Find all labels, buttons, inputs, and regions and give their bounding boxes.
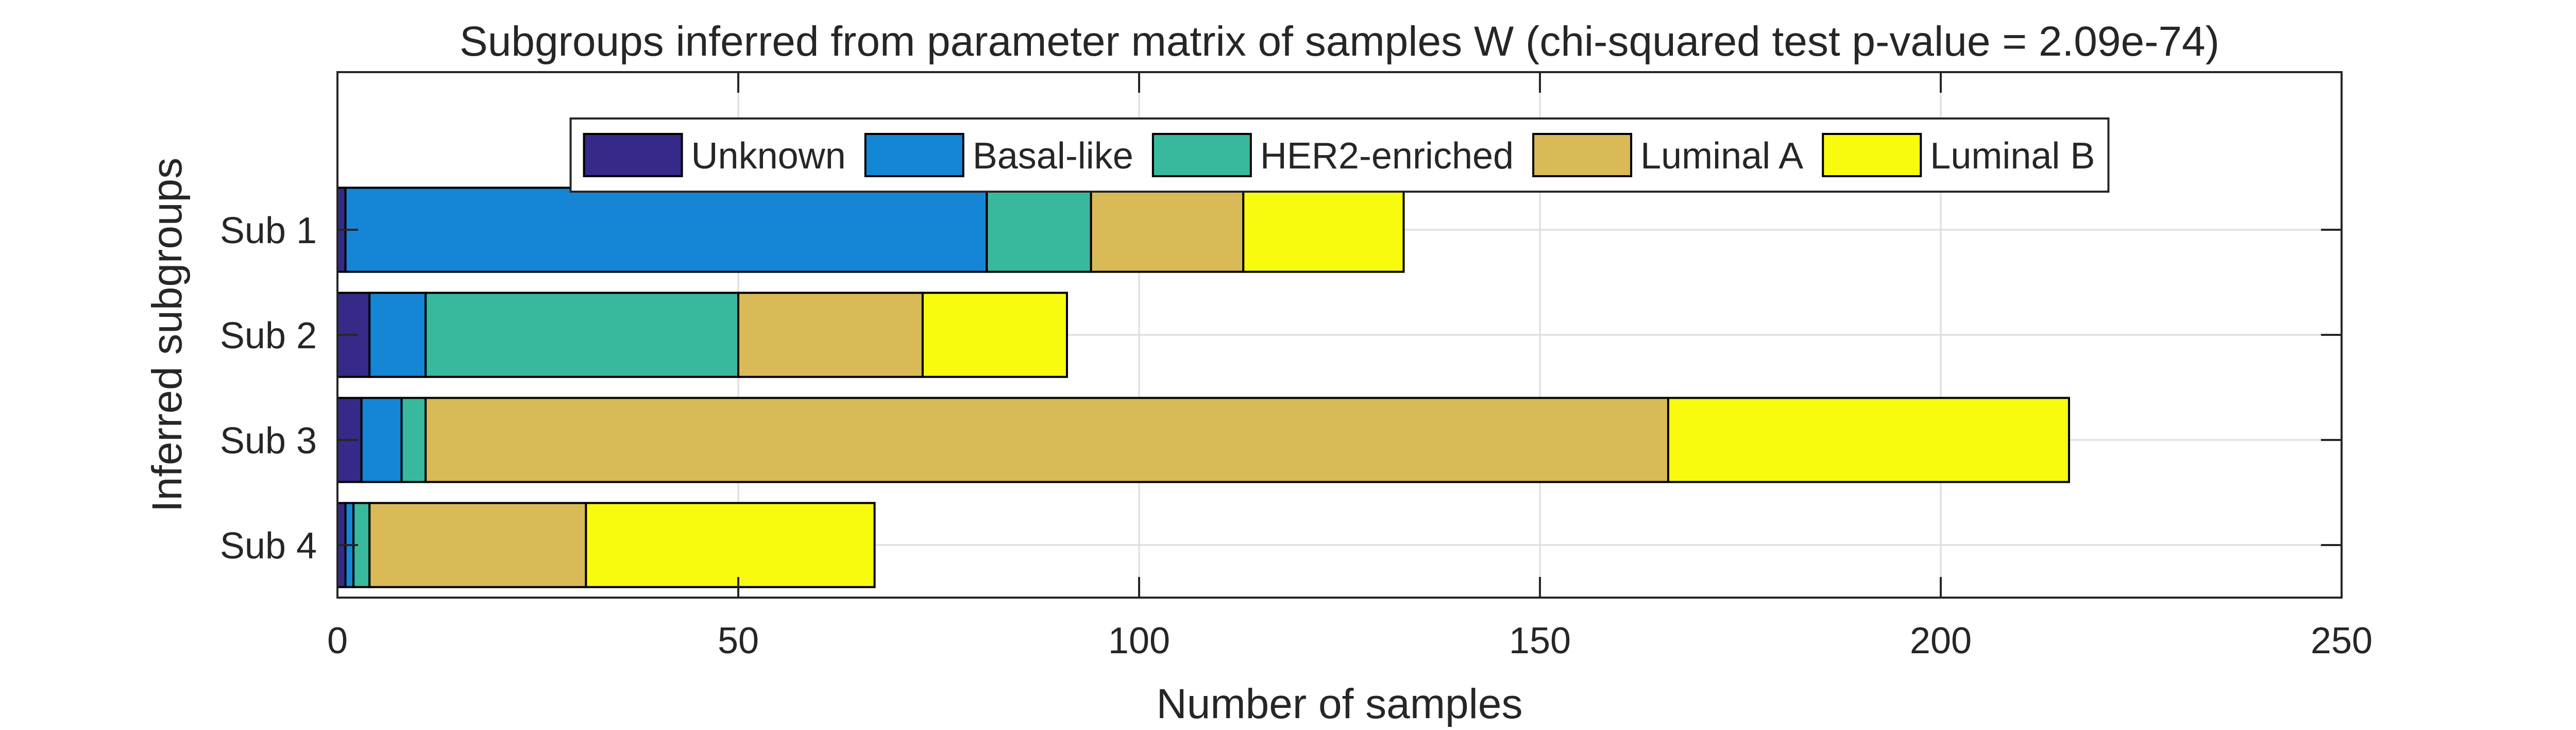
y-tick-label: Sub 2: [220, 315, 317, 356]
legend-swatch: [1532, 133, 1633, 177]
legend-swatch: [1822, 133, 1922, 177]
y-axis-label: Inferred subgroups: [144, 158, 191, 512]
bar-segment: [1242, 186, 1405, 273]
bar-segment: [1667, 397, 2070, 483]
x-tick-label: 50: [718, 620, 759, 661]
x-axis-label: Number of samples: [1157, 681, 1523, 727]
bar-segment: [425, 397, 1669, 483]
chart-title: Subgroups inferred from parameter matrix…: [460, 18, 2219, 65]
bar-segment: [368, 292, 427, 378]
bar-segment: [360, 397, 403, 483]
legend: Unknown Basal-like HER2-enriched Luminal A L…: [569, 117, 2110, 193]
legend-label: Luminal B: [1930, 135, 2095, 177]
bar-segment: [400, 397, 427, 483]
x-tick-label: 250: [2311, 620, 2372, 661]
bar-segment: [344, 186, 988, 273]
bar-segment: [737, 292, 924, 378]
axis-ticks: 0 50 100 150 200 250 Sub 1 Sub 2 Sub 3 Sub 4: [220, 72, 2372, 661]
x-tick-label: 100: [1108, 620, 1170, 661]
bar-segment: [368, 502, 587, 588]
bars: [336, 186, 2070, 588]
legend-label: Luminal A: [1640, 135, 1803, 177]
legend-swatch: [1151, 133, 1252, 177]
bar-segment: [986, 186, 1092, 273]
x-tick-label: 200: [1910, 620, 1972, 661]
x-tick-label: 150: [1509, 620, 1571, 661]
bar-segment: [921, 292, 1068, 378]
legend-swatch: [864, 133, 964, 177]
bar-segment: [1090, 186, 1245, 273]
legend-label: Unknown: [691, 135, 846, 177]
legend-label: HER2-enriched: [1260, 135, 1514, 177]
bar-segment: [585, 502, 876, 588]
legend-swatch: [583, 133, 683, 177]
y-tick-label: Sub 1: [220, 210, 317, 251]
y-tick-label: Sub 4: [220, 525, 317, 567]
legend-label: Basal-like: [973, 135, 1133, 177]
y-tick-label: Sub 3: [220, 420, 317, 462]
bar-segment: [425, 292, 739, 378]
x-tick-label: 0: [327, 620, 348, 661]
